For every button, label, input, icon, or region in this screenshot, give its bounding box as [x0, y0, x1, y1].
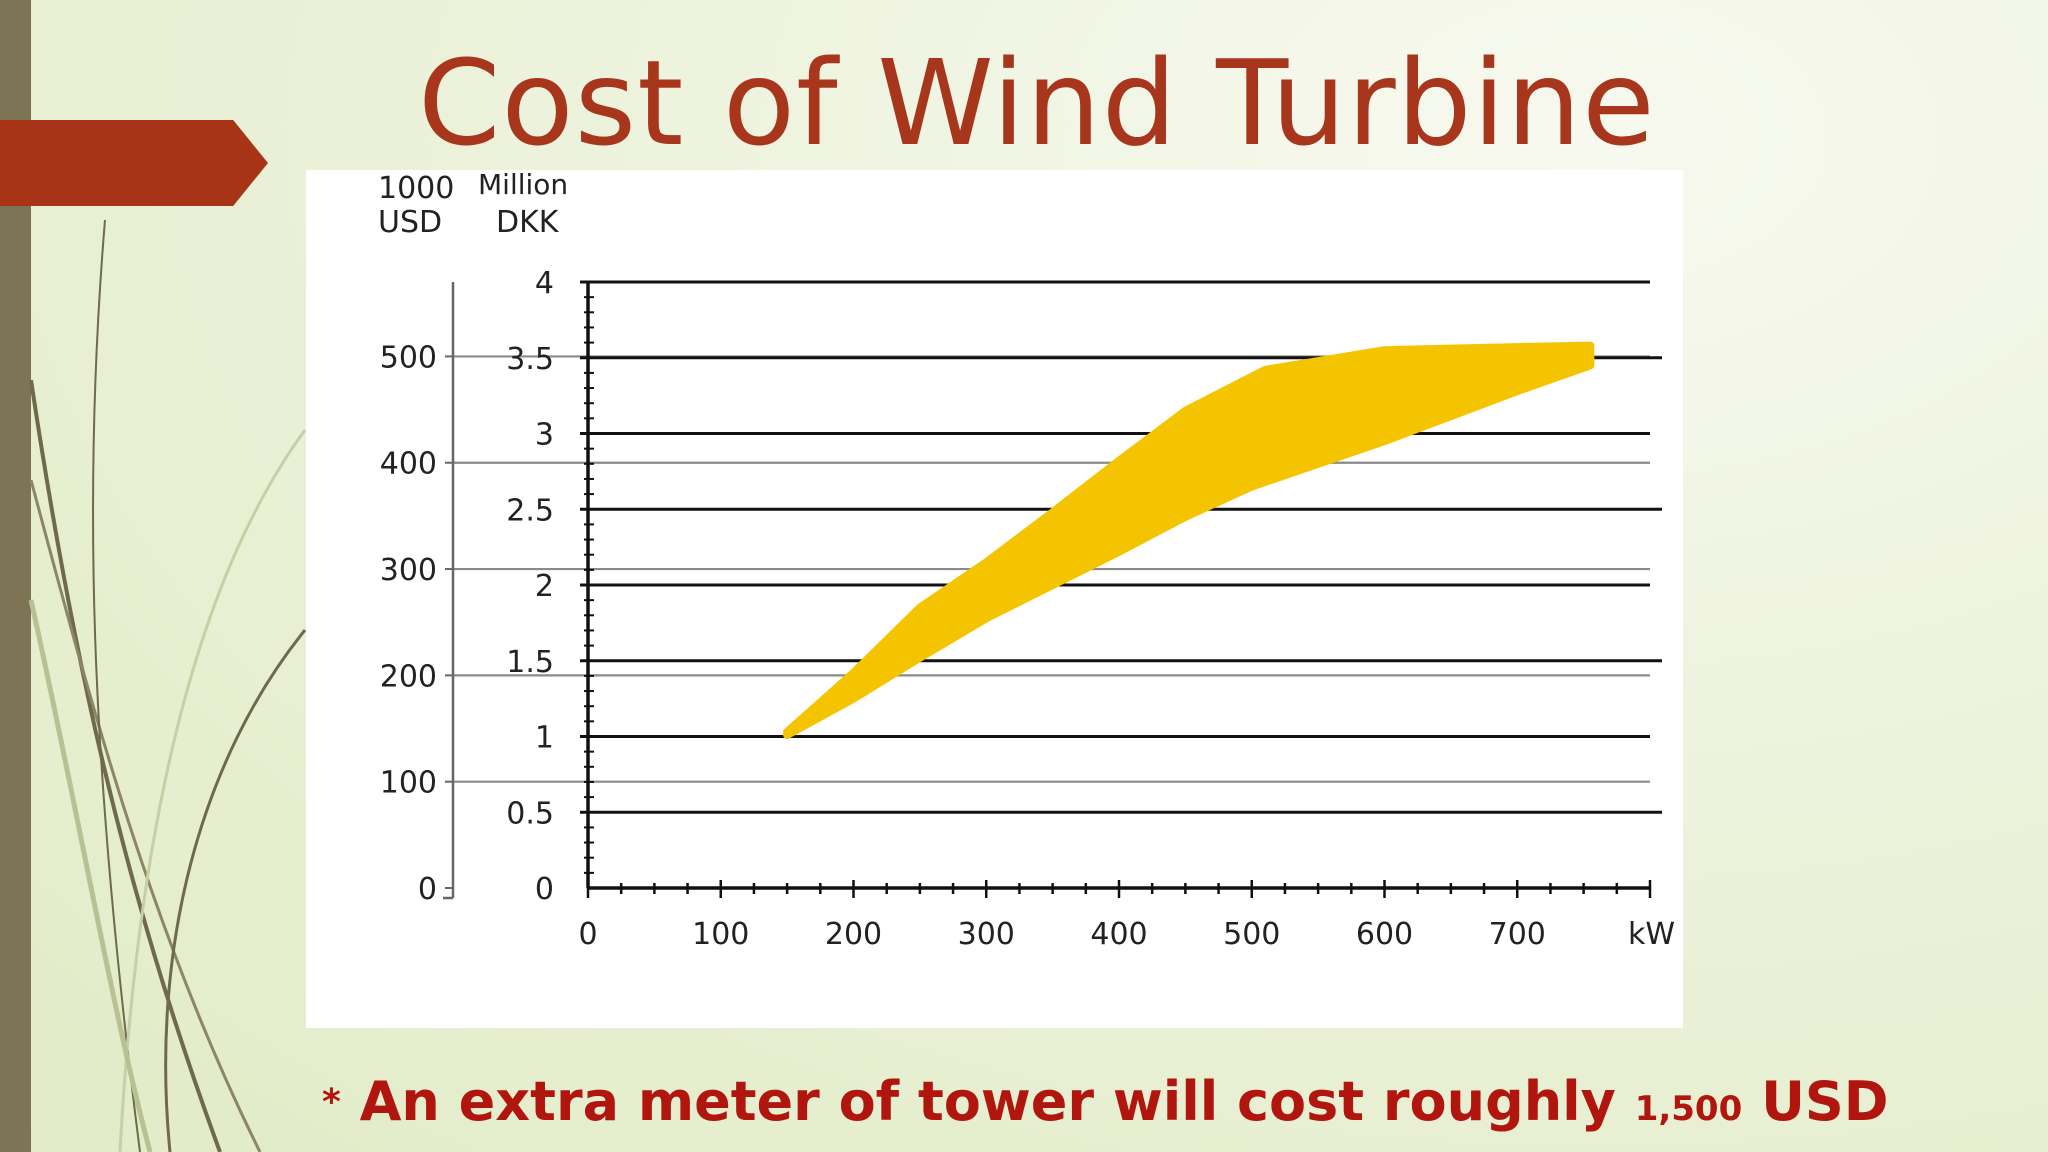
- x-tick-label: 0: [578, 917, 597, 952]
- usd-tick-label: 0: [418, 872, 437, 907]
- dkk-axis-label-line1: Million: [478, 170, 568, 201]
- footnote-amount: 1,500: [1634, 1089, 1743, 1129]
- usd-axis-label-line1: 1000: [378, 171, 454, 206]
- dkk-tick-label: 4: [535, 266, 554, 301]
- x-tick-label: 200: [825, 917, 882, 952]
- dkk-tick-label: 1.5: [506, 645, 554, 680]
- dkk-tick-label: 2.5: [506, 493, 554, 528]
- slide-title: Cost of Wind Turbine: [418, 34, 1656, 172]
- footnote-asterisk: *: [322, 1082, 341, 1123]
- usd-axis-label-line2: USD: [378, 205, 442, 240]
- x-tick-label: 300: [958, 917, 1015, 952]
- x-axis-label: kW: [1628, 917, 1675, 952]
- dkk-axis-label-line2: DKK: [496, 205, 560, 240]
- dkk-tick-label: 1: [535, 721, 554, 756]
- decorative-swooshes: [28, 219, 307, 1152]
- usd-tick-label: 200: [380, 659, 437, 694]
- usd-tick-label: 100: [380, 766, 437, 801]
- dkk-tick-label: 0: [535, 872, 554, 907]
- chart-panel: 0 100 200 300 400 500 0 0.5 1 1.5 2 2.5 3 3.5 4 0 100 200…: [306, 170, 1683, 1028]
- x-tick-label: 700: [1489, 917, 1546, 952]
- title-arrow-decoration: [0, 120, 268, 206]
- footnote-unit: USD: [1761, 1070, 1889, 1133]
- x-tick-label: 600: [1356, 917, 1413, 952]
- footnote: * An extra meter of tower will cost roug…: [322, 1070, 2042, 1133]
- cost-band: [783, 341, 1595, 739]
- usd-tick-label: 400: [380, 447, 437, 482]
- dkk-tick-label: 2: [535, 569, 554, 604]
- x-tick-label: 400: [1090, 917, 1147, 952]
- wind-turbine-cost-chart: 0 100 200 300 400 500 0 0.5 1 1.5 2 2.5 3 3.5 4 0 100 200…: [378, 170, 1675, 952]
- dkk-tick-label: 0.5: [506, 796, 554, 831]
- x-tick-label: 500: [1223, 917, 1280, 952]
- footnote-text: An extra meter of tower will cost roughl…: [359, 1070, 1616, 1133]
- usd-tick-label: 300: [380, 553, 437, 588]
- dkk-tick-label: 3.5: [506, 342, 554, 377]
- dkk-tick-label: 3: [535, 418, 554, 453]
- x-tick-label: 100: [692, 917, 749, 952]
- usd-tick-label: 500: [380, 340, 437, 375]
